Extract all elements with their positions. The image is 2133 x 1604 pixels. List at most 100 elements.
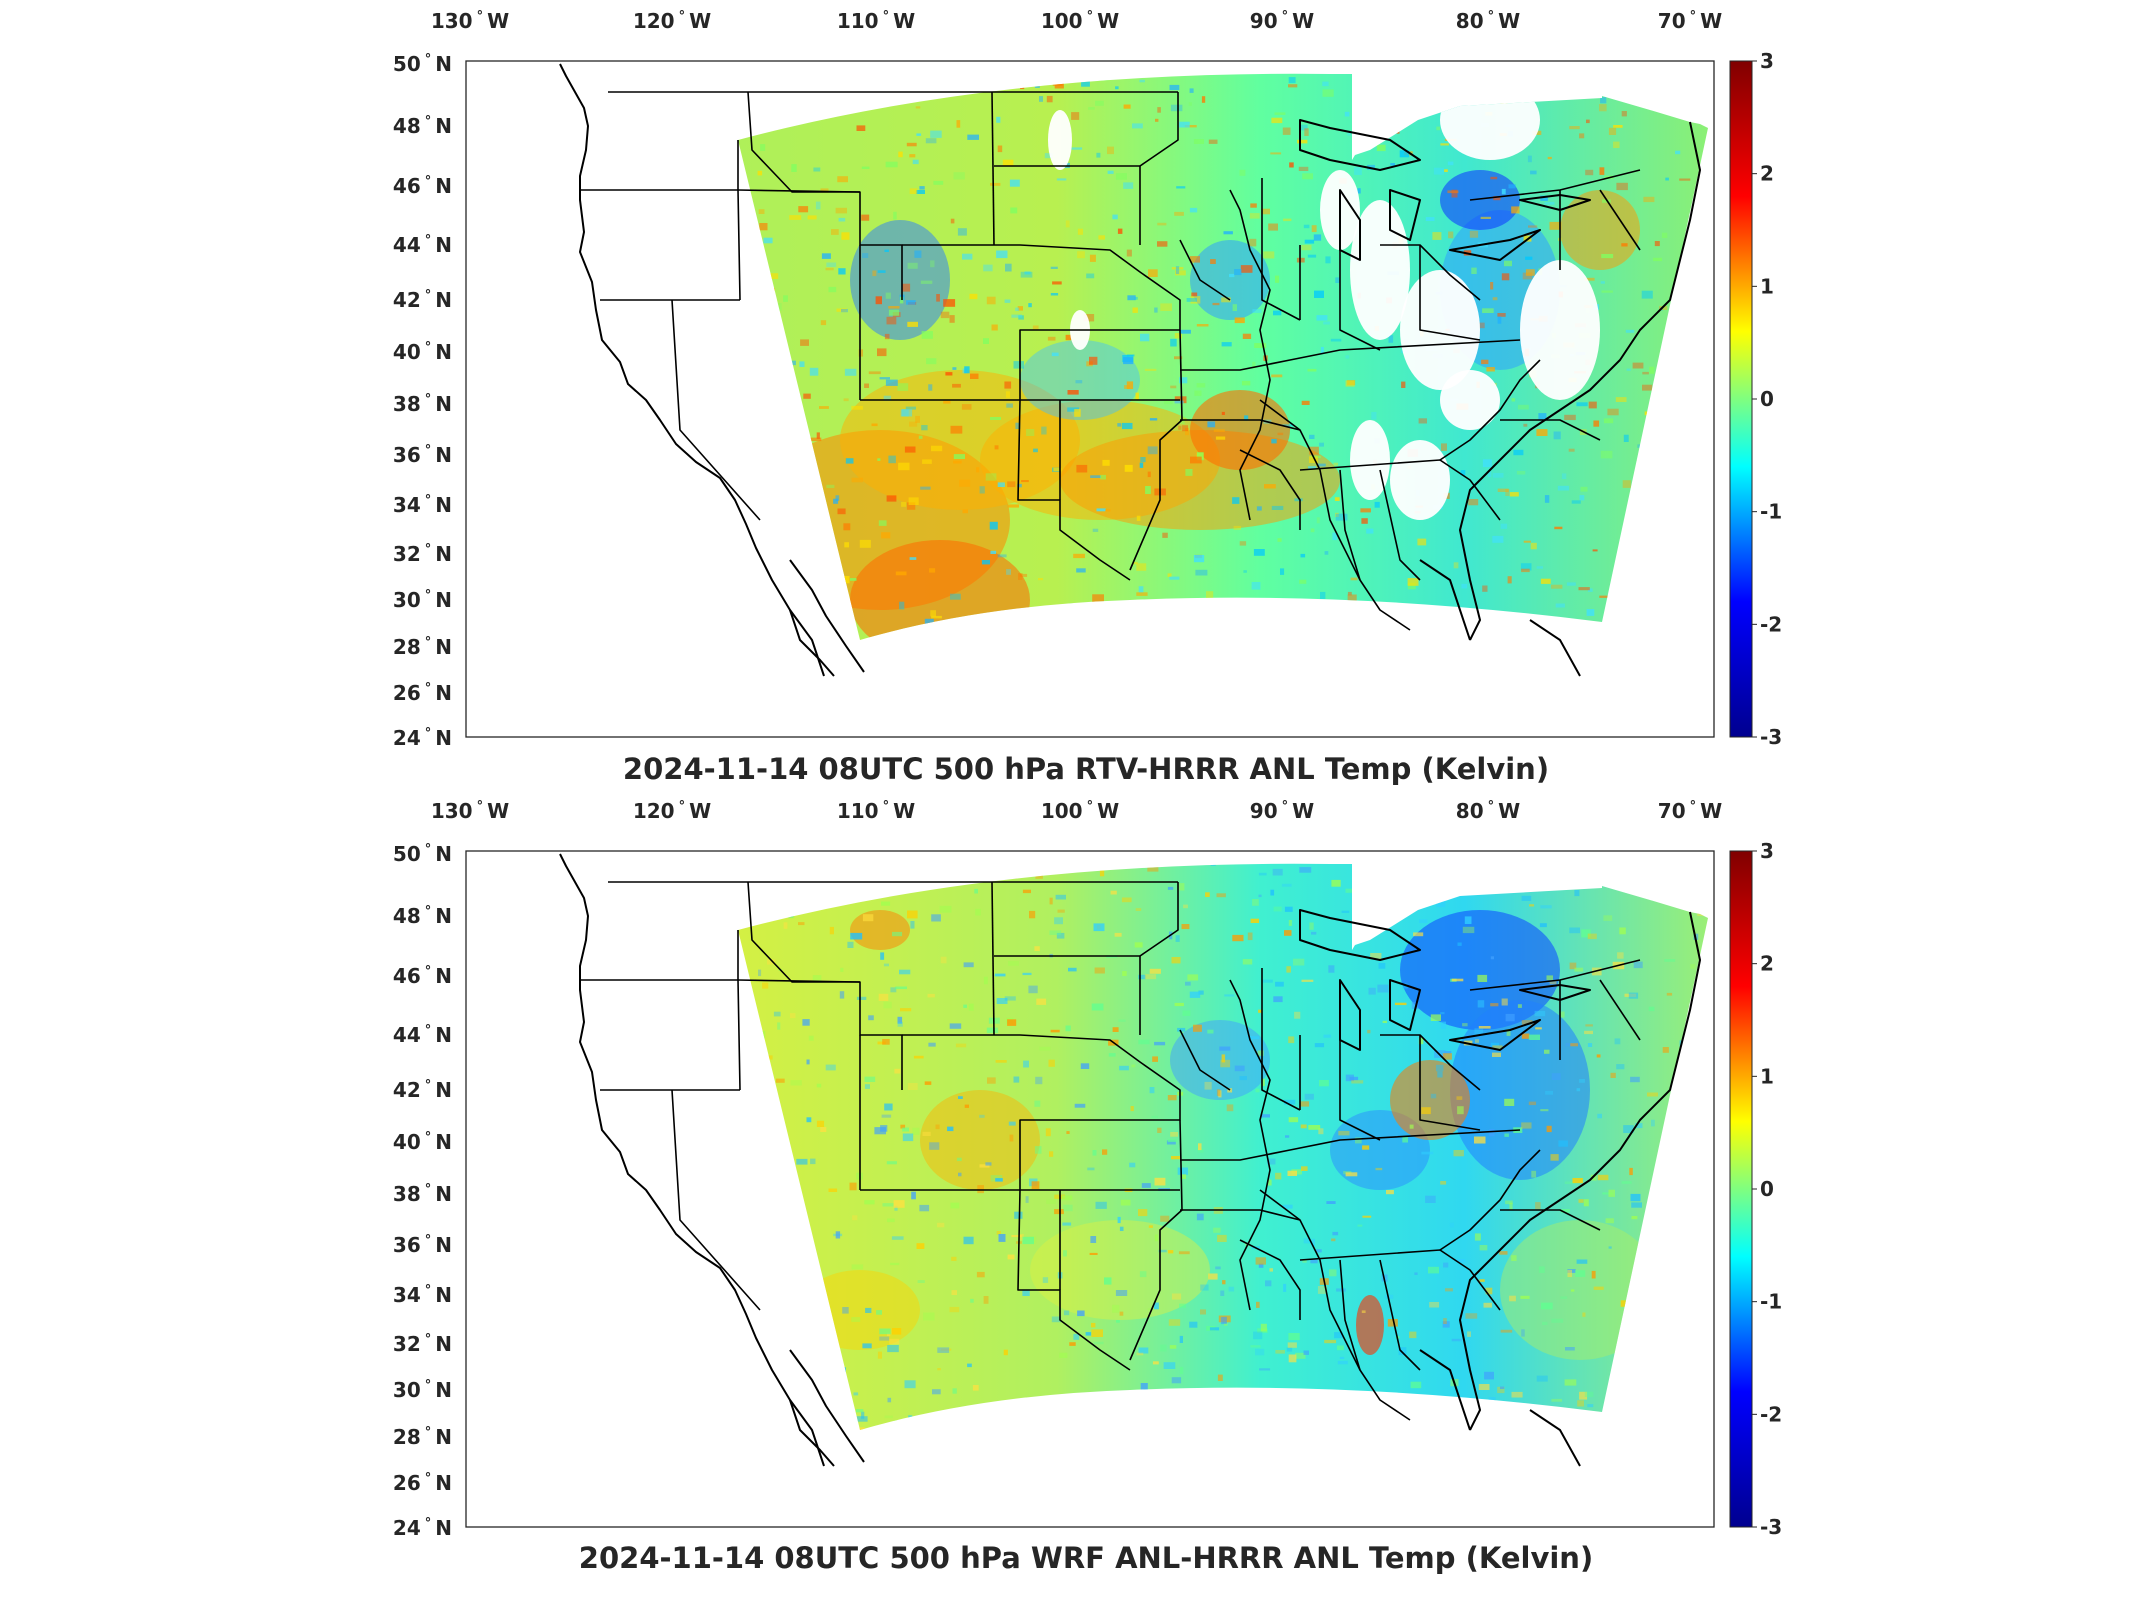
state-border [1339, 1259, 1361, 1371]
colorbar-tick-label: -1 [1760, 500, 1782, 524]
west-coastline [559, 853, 825, 1467]
lat-tick-label: 32 ° N [393, 1332, 452, 1356]
lon-tick-label: 100 ° W [1041, 9, 1119, 33]
lon-tick-label: 120 ° W [633, 799, 711, 823]
lat-tick-label: 34 ° N [393, 493, 452, 517]
lat-tick-label: 28 ° N [393, 635, 452, 659]
state-border [1180, 1129, 1521, 1161]
state-border [1180, 419, 1301, 431]
map-panel-wrf: 130 ° W 120 ° W 110 ° W 100 ° W 90 ° W 80 ° W 70 ° W 50 ° N 48 ° N… [0, 790, 2133, 1604]
lat-tick-label: 36 ° N [393, 443, 452, 467]
lon-tick-label: 90 ° W [1250, 9, 1314, 33]
panel-title: 2024-11-14 08UTC 500 hPa WRF ANL-HRRR AN… [579, 1541, 1593, 1575]
lat-tick-label: 38 ° N [393, 1182, 452, 1206]
lat-tick-label: 26 ° N [393, 681, 452, 705]
map-content: 130 ° W 120 ° W 110 ° W 100 ° W 90 ° W 80 ° W 70 ° W 50 ° N 48 ° N… [393, 799, 1782, 1575]
lon-tick-label: 100 ° W [1041, 799, 1119, 823]
map-content: 130 ° W 120 ° W 110 ° W 100 ° W 90 ° W 80 ° W 70 ° W 50 ° N 48 ° N… [393, 9, 1782, 786]
colorbar: 3 2 1 0 -1 -2 -3 [1729, 49, 1782, 749]
temperature-difference-field [738, 73, 1708, 640]
river-borders [1179, 979, 1271, 1311]
lon-tick-label: 90 ° W [1250, 799, 1314, 823]
state-border [1419, 245, 1481, 341]
lat-tick-label: 44 ° N [393, 1023, 452, 1047]
state-border [747, 881, 860, 983]
lat-tick-label: 28 ° N [393, 1425, 452, 1449]
lat-tick-label: 42 ° N [393, 1078, 452, 1102]
baja-coastline [789, 1349, 865, 1467]
west-coastline [559, 63, 825, 677]
lat-tick-label: 44 ° N [393, 233, 452, 257]
state-border [1599, 189, 1641, 251]
state-border [1379, 469, 1421, 581]
baja-coastline [789, 559, 865, 677]
state-border [1469, 959, 1641, 991]
state-border [1339, 469, 1361, 581]
lat-tick-label: 50 ° N [393, 52, 452, 76]
great-lakes [1299, 909, 1591, 1051]
colorbar-tick-label: 2 [1760, 162, 1774, 186]
east-coastline [1419, 121, 1701, 677]
lon-tick-label: 110 ° W [837, 799, 915, 823]
lat-tick-label: 32 ° N [393, 542, 452, 566]
colorbar-tick-label: 2 [1760, 952, 1774, 976]
lat-tick-label: 46 ° N [393, 174, 452, 198]
state-border [1129, 1119, 1183, 1361]
lat-tick-label: 50 ° N [393, 842, 452, 866]
state-border [1419, 1035, 1481, 1131]
lat-tick-label: 30 ° N [393, 1378, 452, 1402]
state-border [1261, 968, 1301, 1111]
state-border [1500, 1209, 1601, 1231]
lon-tick-label: 80 ° W [1456, 9, 1520, 33]
state-border [747, 91, 860, 193]
lat-tick-label: 38 ° N [393, 392, 452, 416]
state-border [1500, 419, 1601, 441]
state-border [1439, 359, 1541, 461]
temperature-difference-field [738, 863, 1708, 1430]
state-border [1299, 459, 1501, 521]
state-border [671, 299, 761, 521]
colorbar-tick-label: -3 [1760, 1515, 1782, 1539]
colorbar-tick-label: 1 [1760, 274, 1774, 298]
lat-tick-label: 34 ° N [393, 1283, 452, 1307]
colorbar-tick-label: -2 [1760, 612, 1782, 636]
colorbar-tick-label: 0 [1760, 1177, 1774, 1201]
state-border [1139, 92, 1179, 167]
state-border [860, 244, 1181, 401]
lat-tick-label: 48 ° N [393, 114, 452, 138]
state-border [1379, 1259, 1421, 1371]
colorbar-tick-label: -1 [1760, 1290, 1782, 1314]
colorbar-tick-label: -3 [1760, 725, 1782, 749]
map-boundaries [559, 63, 1701, 677]
lat-tick-label: 48 ° N [393, 904, 452, 928]
state-border [1139, 882, 1179, 957]
lat-tick-label: 40 ° N [393, 1130, 452, 1154]
lat-tick-label: 24 ° N [393, 1516, 452, 1540]
colorbar-tick-label: 1 [1760, 1064, 1774, 1088]
state-border [991, 881, 995, 1036]
state-border [1180, 339, 1521, 371]
state-border [671, 1089, 761, 1311]
lat-tick-label: 30 ° N [393, 588, 452, 612]
lat-tick-label: 40 ° N [393, 340, 452, 364]
state-border [1239, 449, 1301, 530]
lat-tick-label: 24 ° N [393, 726, 452, 750]
east-coastline [1419, 911, 1701, 1467]
lat-tick-label: 26 ° N [393, 1471, 452, 1495]
map-figure-rtv: 130 ° W 120 ° W 110 ° W 100 ° W 90 ° W 80 ° W 70 ° W 50 ° N 48 ° N… [393, 9, 1782, 786]
great-lakes [1299, 119, 1591, 261]
state-border [1017, 399, 1131, 581]
state-border [1239, 1239, 1301, 1320]
map-panel-rtv: 130 ° W 120 ° W 110 ° W 100 ° W 90 ° W 80 ° W 70 ° W 50 ° N 48 ° N… [0, 0, 2133, 794]
state-border [1339, 245, 1381, 351]
state-border [1129, 329, 1183, 571]
state-border [1439, 1149, 1541, 1251]
river-borders [1179, 189, 1271, 521]
lon-tick-label: 120 ° W [633, 9, 711, 33]
state-border [860, 1034, 1181, 1191]
lon-tick-label: 70 ° W [1658, 799, 1722, 823]
state-border [1339, 1035, 1381, 1141]
lat-tick-label: 42 ° N [393, 288, 452, 312]
lon-tick-label: 70 ° W [1658, 9, 1722, 33]
colorbar-tick-label: -2 [1760, 1402, 1782, 1426]
